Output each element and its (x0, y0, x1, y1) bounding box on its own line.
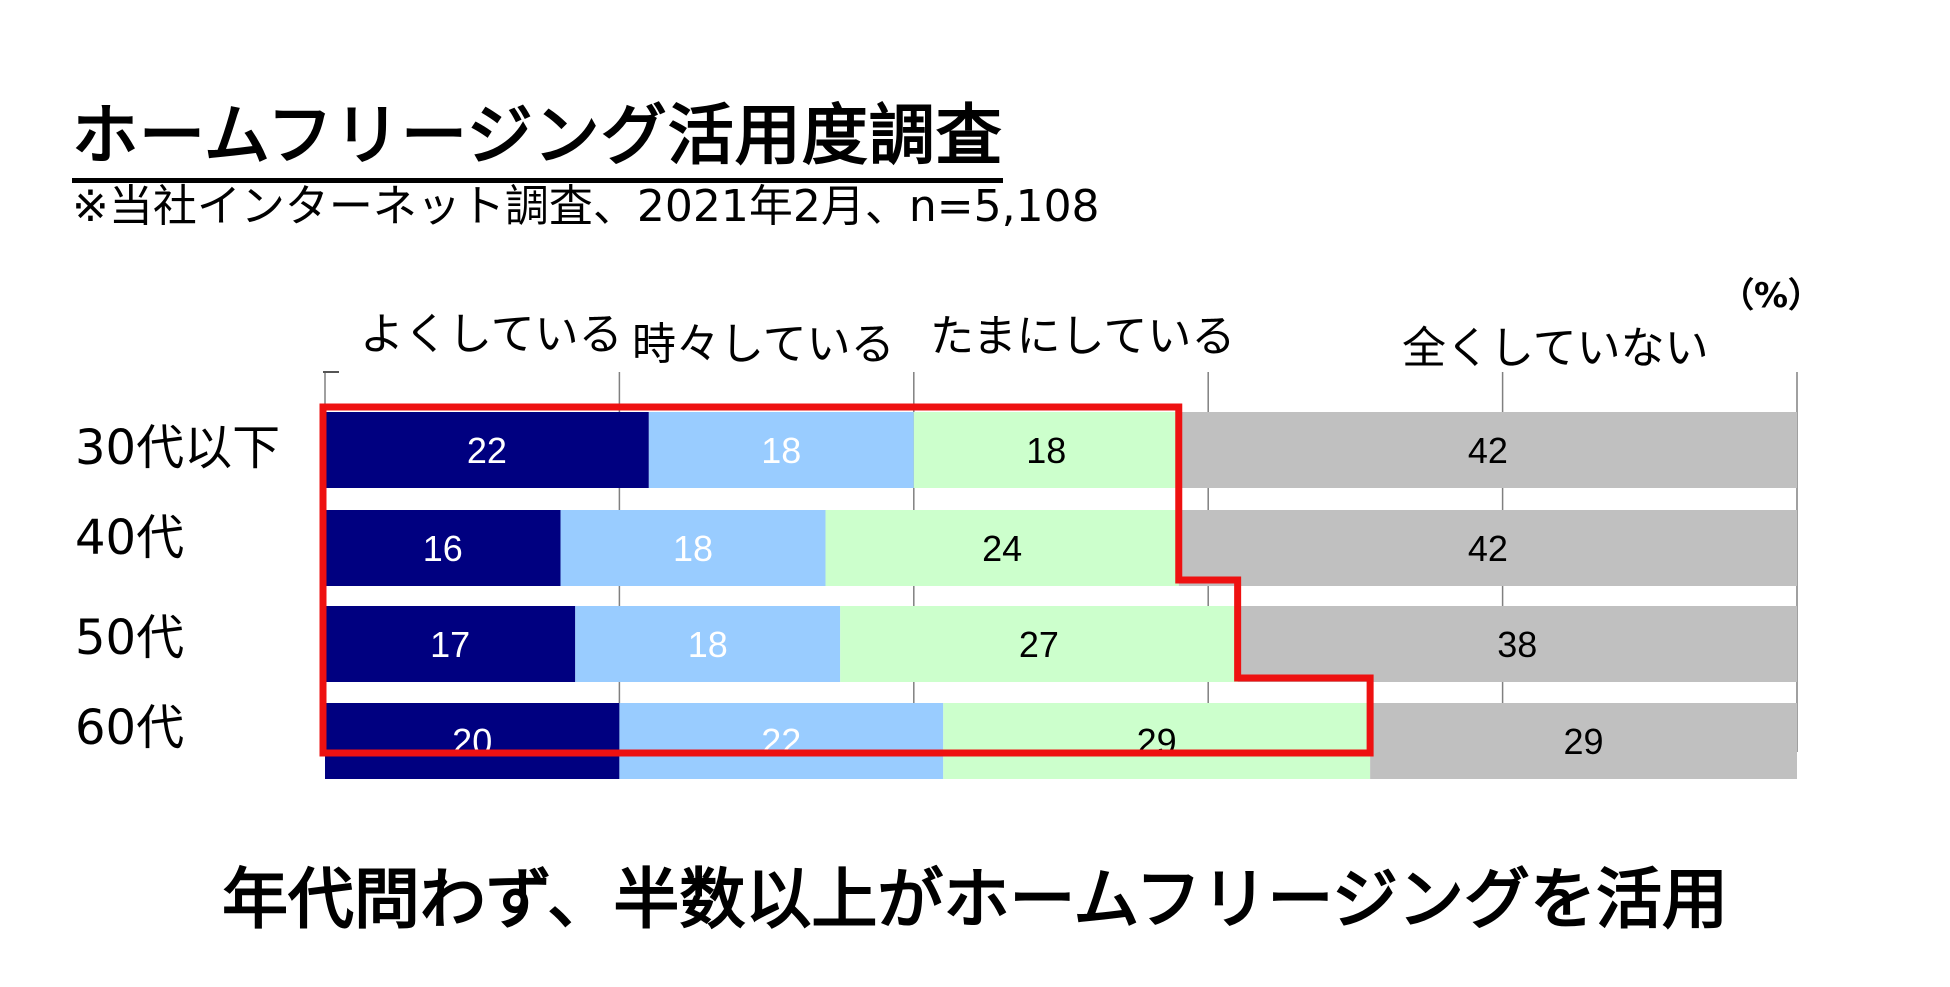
legend-series-1: よくしている (360, 309, 623, 360)
row-label-60s: 60代 (75, 700, 185, 756)
data-label-2-3: 38 (1497, 624, 1537, 665)
data-label-0-0: 22 (467, 430, 507, 471)
bar-2-3 (1237, 606, 1797, 682)
data-label-2-0: 17 (430, 624, 470, 665)
bar-1-1 (560, 510, 826, 586)
chart-title: ホームフリージング活用度調査 (72, 96, 1003, 183)
unit-label: （%） (1720, 276, 1823, 316)
survey-note: ※当社インターネット調査、2021年2月、n=5,108 (72, 181, 1100, 232)
bar-0-2 (913, 412, 1179, 488)
data-label-2-2: 27 (1019, 624, 1059, 665)
data-label-1-2: 24 (982, 528, 1022, 569)
bar-3-1 (619, 703, 944, 779)
bar-0-3 (1178, 412, 1797, 488)
row-label-50s: 50代 (75, 610, 185, 666)
bar-1-3 (1178, 510, 1797, 586)
legend-series-4: 全くしていない (1402, 323, 1709, 374)
data-label-1-0: 16 (423, 528, 463, 569)
legend-series-2: 時々している (632, 319, 895, 370)
bar-0-1 (648, 412, 914, 488)
row-label-30s: 30代以下 (75, 420, 281, 476)
data-label-0-2: 18 (1026, 430, 1066, 471)
bar-2-1 (575, 606, 841, 682)
legend-series-3: たまにしている (930, 311, 1236, 362)
data-label-3-3: 29 (1564, 721, 1604, 762)
highlight-outline (319, 403, 1374, 757)
bar-3-0 (325, 703, 620, 779)
data-label-1-3: 42 (1468, 528, 1508, 569)
data-label-2-1: 18 (688, 624, 728, 665)
bar-1-2 (825, 510, 1179, 586)
row-label-40s: 40代 (75, 510, 185, 566)
data-label-0-3: 42 (1468, 430, 1508, 471)
conclusion-text: 年代問わず、半数以上がホームフリージングを活用 (221, 861, 1729, 938)
data-label-0-1: 18 (761, 430, 801, 471)
bar-3-2 (943, 703, 1371, 779)
bar-2-0 (325, 606, 576, 682)
bar-3-3 (1370, 703, 1797, 779)
bar-1-0 (325, 510, 561, 586)
data-label-1-1: 18 (673, 528, 713, 569)
bar-0-0 (325, 412, 649, 488)
bar-2-2 (840, 606, 1238, 682)
